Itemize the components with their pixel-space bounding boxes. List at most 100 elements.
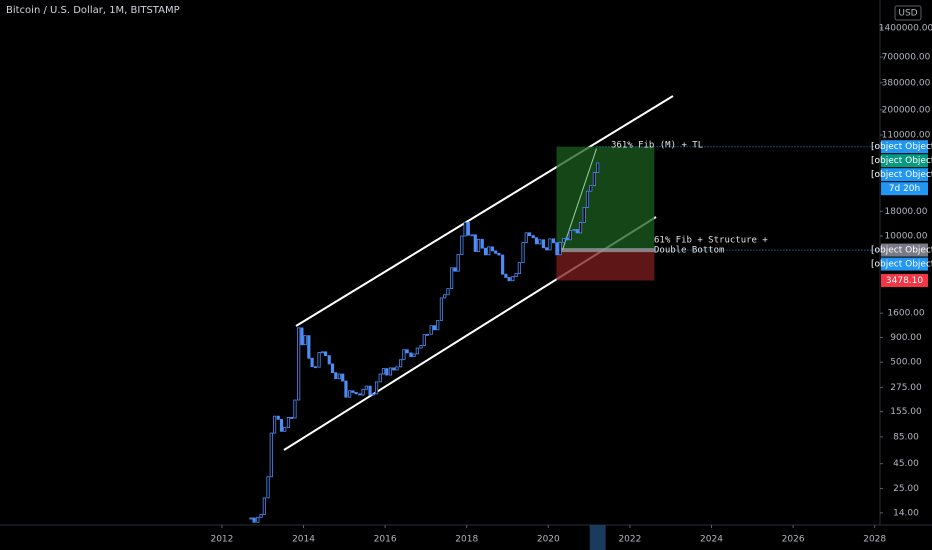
candle-body — [330, 363, 335, 374]
y-tick-label: 1400000.00 — [879, 23, 932, 33]
candle-body — [527, 232, 532, 237]
candle-body — [327, 355, 331, 365]
candle-body — [534, 237, 539, 245]
candle-body — [323, 351, 328, 357]
candle-body — [395, 366, 399, 371]
x-tick-label: 2022 — [618, 535, 641, 545]
candle-body — [545, 247, 549, 251]
price-label-bg — [881, 168, 928, 182]
candle-body — [562, 238, 566, 243]
candle-body — [358, 393, 362, 396]
candle-body — [368, 385, 372, 396]
candle-body — [456, 254, 460, 272]
candle-body — [453, 267, 457, 272]
candle-body — [558, 241, 562, 256]
candle-body — [466, 222, 470, 236]
candle-body — [531, 235, 535, 239]
candle-body — [266, 476, 270, 499]
candle-body — [412, 353, 416, 357]
candle-body — [256, 516, 260, 523]
y-tick-label: 700000.00 — [882, 53, 931, 63]
candle-body — [354, 392, 358, 395]
candle-body — [405, 349, 409, 354]
annotation: 61% Fib + Structure + — [654, 236, 768, 246]
y-tick-label: 275.00 — [890, 383, 922, 393]
candle-body — [371, 393, 375, 396]
candle-body — [552, 238, 556, 244]
price-label-bg — [881, 154, 928, 168]
candle-body — [483, 247, 488, 256]
candle-body — [409, 352, 413, 357]
candle-body — [497, 252, 501, 256]
candle-body — [402, 349, 406, 361]
candle-body — [578, 222, 583, 234]
y-tick-label: 110000.00 — [882, 130, 931, 140]
currency[interactable]: USD — [898, 9, 917, 19]
candle-body — [286, 417, 291, 428]
candle-body — [501, 254, 505, 275]
candle-body — [541, 239, 546, 249]
candle-body — [320, 351, 324, 354]
candle-body — [385, 368, 389, 376]
candle-body — [568, 230, 572, 241]
candle-body — [249, 517, 253, 520]
candle-body — [592, 172, 597, 186]
candle-body — [446, 288, 450, 296]
candle-body — [293, 399, 297, 419]
x-tick-label: 2018 — [455, 535, 478, 545]
candle-body — [337, 373, 342, 380]
candle-body — [317, 352, 321, 368]
annotation: 361% Fib (M) + TL — [611, 141, 703, 151]
candle-body — [555, 242, 559, 256]
candle-body — [439, 297, 444, 321]
candle-body — [548, 238, 552, 251]
candle-body — [582, 207, 586, 223]
candle-body — [348, 390, 352, 398]
projection-arrow — [562, 148, 597, 251]
candle-body — [521, 242, 525, 264]
channel-upper — [295, 95, 674, 327]
candle-body — [262, 497, 266, 515]
loss-zone — [556, 250, 655, 281]
candle-body — [504, 273, 508, 278]
candle-body — [415, 347, 419, 355]
candle-body — [276, 415, 280, 420]
x-tick-label: 2026 — [782, 535, 805, 545]
x-tick-label: 2016 — [374, 535, 397, 545]
chart-title: Bitcoin / U.S. Dollar, 1M, BITSTAMP — [6, 5, 180, 16]
candle-body — [511, 276, 515, 282]
y-tick-label: 45.00 — [893, 459, 919, 469]
candle-body — [300, 327, 304, 346]
candle-body — [364, 385, 368, 390]
candle-body — [429, 325, 433, 335]
price-label: [object Object] — [871, 142, 932, 152]
candle-body — [269, 432, 273, 478]
candle-body — [565, 238, 569, 241]
candle-body — [494, 250, 498, 254]
candle-body — [303, 335, 307, 346]
y-tick-label: 85.00 — [893, 432, 919, 442]
price-label-bg — [881, 140, 928, 154]
candle-body — [514, 273, 518, 278]
currency-box[interactable] — [894, 5, 922, 21]
candle-body — [463, 222, 467, 237]
y-tick-label: 1600.00 — [887, 309, 924, 319]
candle-body — [432, 325, 437, 331]
candle-body — [399, 359, 403, 368]
candle-body — [596, 162, 600, 173]
y-tick-label: 10000.00 — [885, 232, 928, 242]
candle-body — [381, 368, 386, 375]
x-tick-label: 2014 — [292, 535, 315, 545]
candle-body — [310, 357, 314, 368]
price-label-bg — [881, 257, 928, 271]
candle-body — [450, 267, 454, 290]
candle-body — [473, 234, 477, 252]
candle-body — [378, 373, 382, 383]
candle-body — [252, 517, 256, 523]
candle-body — [585, 190, 590, 208]
annotation: Double Bottom — [654, 246, 724, 256]
candle-body — [425, 333, 430, 336]
candle-body — [538, 239, 542, 245]
y-tick-label: 500.00 — [890, 358, 922, 368]
